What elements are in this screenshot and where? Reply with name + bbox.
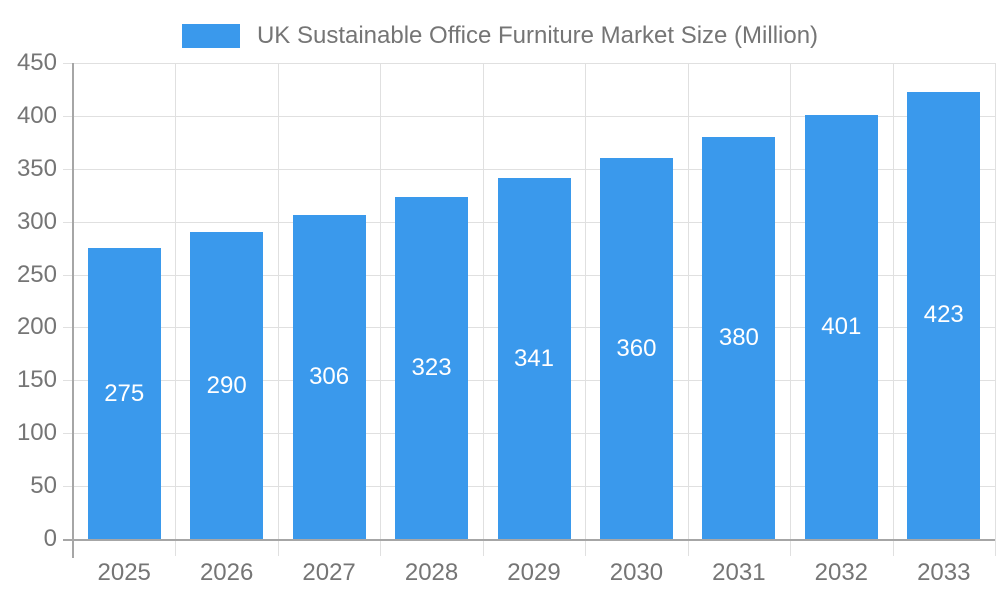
x-tick-label: 2025 bbox=[97, 559, 151, 586]
gridline-vertical bbox=[585, 63, 587, 556]
gridline-vertical bbox=[790, 63, 792, 556]
bar[interactable] bbox=[804, 114, 878, 539]
y-axis-line bbox=[72, 63, 74, 558]
bar[interactable] bbox=[497, 178, 571, 539]
bar[interactable] bbox=[702, 137, 776, 539]
bar[interactable] bbox=[292, 215, 366, 539]
x-tick-label: 2026 bbox=[199, 559, 254, 586]
bar[interactable] bbox=[599, 158, 673, 539]
y-tick-label: 250 bbox=[16, 260, 57, 288]
y-tick-label: 400 bbox=[16, 101, 57, 129]
bar[interactable] bbox=[87, 248, 161, 539]
y-tick-label: 200 bbox=[16, 313, 57, 341]
x-tick-label: 2030 bbox=[609, 559, 664, 586]
gridline-vertical bbox=[892, 63, 894, 556]
x-tick-label: 2033 bbox=[917, 559, 971, 586]
x-tick-label: 2027 bbox=[302, 559, 356, 586]
legend-swatch bbox=[181, 24, 240, 48]
gridline-vertical bbox=[277, 63, 279, 556]
gridline-horizontal bbox=[63, 63, 995, 64]
legend-label: UK Sustainable Office Furniture Market S… bbox=[256, 22, 819, 49]
gridline-vertical bbox=[995, 63, 996, 556]
y-tick-label: 450 bbox=[16, 49, 57, 76]
legend-item[interactable]: UK Sustainable Office Furniture Market S… bbox=[0, 22, 1000, 50]
y-tick-label: 300 bbox=[16, 207, 57, 235]
x-tick-label: 2032 bbox=[814, 559, 869, 586]
gridline-vertical bbox=[380, 63, 382, 556]
y-tick-label: 50 bbox=[30, 472, 57, 500]
x-tick-label: 2029 bbox=[507, 559, 561, 586]
gridline-vertical bbox=[482, 63, 484, 556]
bar[interactable] bbox=[395, 197, 469, 539]
bar[interactable] bbox=[190, 232, 264, 539]
gridline-horizontal bbox=[63, 168, 995, 170]
y-tick-label: 100 bbox=[16, 419, 57, 447]
gridline-vertical bbox=[175, 63, 177, 556]
y-tick-label: 350 bbox=[16, 154, 57, 182]
gridline-vertical bbox=[687, 63, 689, 556]
x-axis-line bbox=[63, 539, 995, 541]
bar[interactable] bbox=[907, 91, 981, 539]
gridline-horizontal bbox=[63, 115, 995, 117]
x-tick-label: 2031 bbox=[712, 559, 766, 586]
y-tick-label: 0 bbox=[43, 525, 57, 552]
x-tick-label: 2028 bbox=[404, 559, 459, 586]
y-tick-label: 150 bbox=[16, 366, 57, 394]
